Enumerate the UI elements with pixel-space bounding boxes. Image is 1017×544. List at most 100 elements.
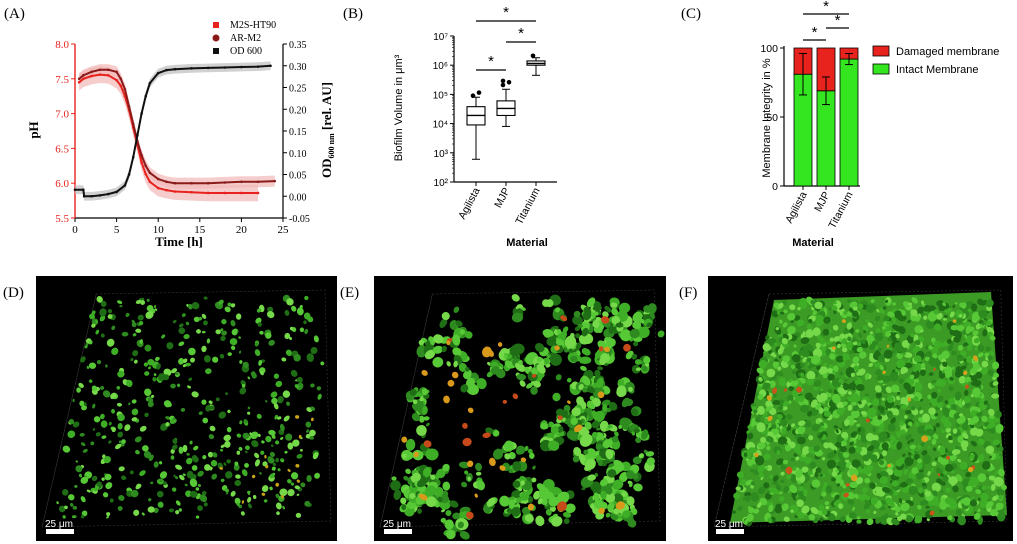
micrograph-cell xyxy=(800,355,804,358)
micrograph-cell xyxy=(817,334,823,341)
micrograph-cell xyxy=(783,516,790,522)
micrograph-cell xyxy=(894,368,899,373)
micrograph-cell xyxy=(135,328,142,333)
micrograph-cell xyxy=(807,410,813,417)
micrograph-cell xyxy=(803,434,809,439)
micrograph-cell xyxy=(572,315,583,326)
micrograph-cell xyxy=(273,403,279,410)
micrograph-cell xyxy=(832,324,839,331)
micrograph-cell xyxy=(765,435,774,443)
micrograph-cell xyxy=(116,385,121,390)
chart-a-point xyxy=(190,181,193,185)
micrograph-cell xyxy=(295,463,300,468)
micrograph-cell xyxy=(778,496,785,502)
chart-a-point xyxy=(77,80,81,84)
micrograph-cell xyxy=(209,425,216,432)
chart-c-significance: *** xyxy=(803,0,849,41)
micrograph-cell xyxy=(985,501,994,509)
micrograph-cell xyxy=(826,398,831,403)
micrograph-cell xyxy=(981,460,991,470)
micrograph-cell xyxy=(865,304,875,314)
micrograph-cell xyxy=(907,338,914,344)
micrograph-cell xyxy=(767,415,773,422)
micrograph-cell xyxy=(157,373,166,382)
chart-a-point xyxy=(98,73,102,76)
micrograph-cell xyxy=(254,452,260,459)
chart-a-band-1 xyxy=(79,64,275,189)
micrograph-cell xyxy=(953,412,961,420)
micrograph-cell xyxy=(154,356,160,361)
micrograph-cell xyxy=(201,345,207,353)
micrograph-cell xyxy=(208,434,215,440)
micrograph-cell xyxy=(936,381,941,385)
micrograph-cell xyxy=(182,364,187,368)
micrograph-cell xyxy=(810,507,819,515)
micrograph-cell xyxy=(895,512,899,516)
chart-b-ytick-label: 10⁶ xyxy=(433,61,448,72)
micrograph-cell xyxy=(997,511,1006,522)
micrograph-cell xyxy=(265,332,272,339)
micrograph-cell xyxy=(635,437,642,444)
micrograph-cell xyxy=(951,449,961,455)
panel-label-a: (A) xyxy=(4,6,25,22)
micrograph-cell xyxy=(72,505,78,510)
micrograph-cell xyxy=(107,314,113,319)
micrograph-cell xyxy=(849,301,858,308)
micrograph-cell xyxy=(76,387,81,393)
micrograph-cell xyxy=(203,296,208,300)
micrograph-cell xyxy=(467,476,471,481)
micrograph-cell xyxy=(958,376,966,384)
micrograph-cell xyxy=(227,409,231,414)
micrograph-cell xyxy=(853,365,860,371)
micrograph-cell xyxy=(943,470,948,475)
micrograph-cell xyxy=(782,401,789,407)
micrograph-cell xyxy=(823,442,830,449)
micrograph-cell xyxy=(802,346,809,354)
micrograph-cell xyxy=(750,468,754,473)
micrograph-cell xyxy=(858,465,867,474)
micrograph-cell xyxy=(286,401,290,406)
micrograph-cell xyxy=(111,347,119,356)
micrograph-cell xyxy=(975,371,983,379)
micrograph-cell xyxy=(992,381,999,386)
micrograph-cell xyxy=(503,440,514,452)
micrograph-cell xyxy=(804,456,812,464)
micrograph-cell xyxy=(841,440,847,446)
micrograph-cell xyxy=(787,313,796,321)
micrograph-d: 25 μm xyxy=(36,276,337,541)
micrograph-cell xyxy=(536,364,546,374)
micrograph-cell xyxy=(579,433,593,447)
micrograph-cell xyxy=(162,481,167,486)
micrograph-cell xyxy=(225,491,229,495)
micrograph-cell xyxy=(963,396,971,404)
micrograph-cell xyxy=(618,424,623,429)
micrograph-cell xyxy=(803,420,812,428)
micrograph-cell xyxy=(827,367,833,374)
chart-a-point xyxy=(136,134,139,137)
micrograph-cell xyxy=(874,385,882,393)
micrograph-cell xyxy=(72,421,80,428)
micrograph-cell xyxy=(159,471,168,479)
micrograph-cell xyxy=(226,459,231,464)
micrograph-cell xyxy=(769,487,775,493)
micrograph-cell xyxy=(841,431,849,439)
panel-label-d: (D) xyxy=(3,285,24,301)
micrograph-cell xyxy=(271,397,278,405)
micrograph-cell xyxy=(508,468,513,474)
micrograph-cell xyxy=(796,499,804,508)
micrograph-cell xyxy=(607,469,617,478)
micrograph-cell xyxy=(474,493,478,498)
micrograph-cell xyxy=(499,495,510,507)
micrograph-f-cells xyxy=(713,289,1008,528)
micrograph-cell xyxy=(153,507,159,514)
micrograph-cell xyxy=(865,432,875,442)
micrograph-cell xyxy=(957,515,966,526)
micrograph-cell xyxy=(797,307,801,311)
micrograph-cell xyxy=(224,306,231,313)
micrograph-cell xyxy=(965,325,972,335)
micrograph-cell xyxy=(139,470,146,476)
micrograph-cell xyxy=(165,416,171,420)
micrograph-cell xyxy=(111,408,115,414)
micrograph-cell xyxy=(947,397,955,406)
micrograph-cell xyxy=(58,505,66,513)
